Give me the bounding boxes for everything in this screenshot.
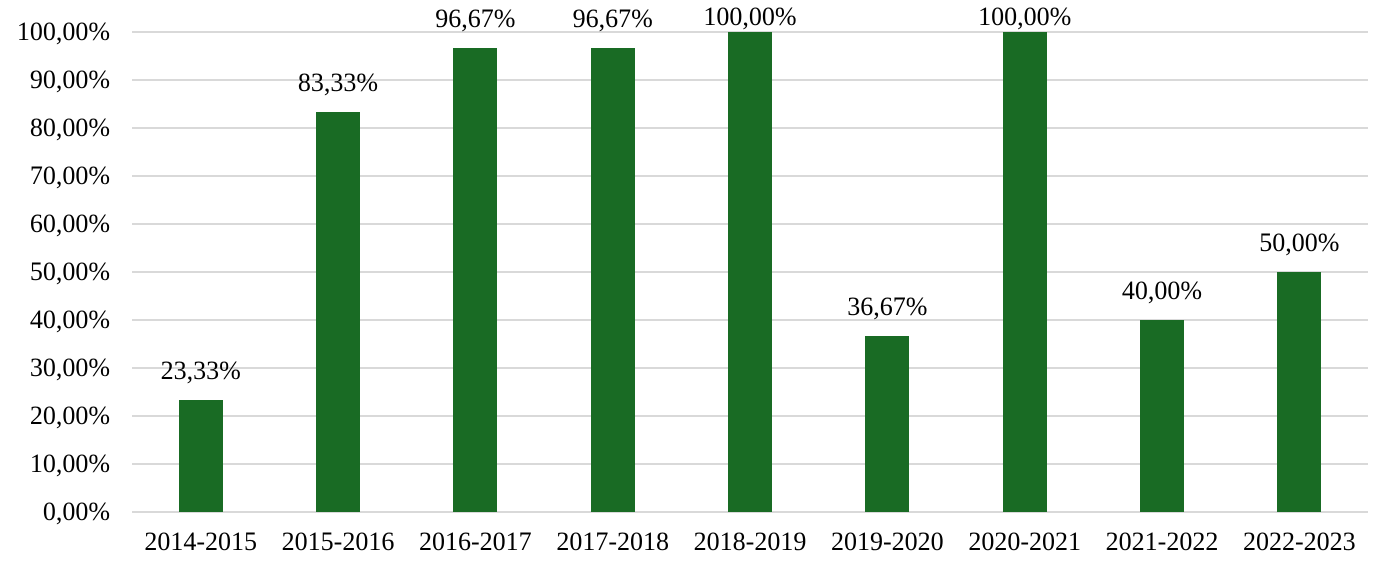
y-axis-tick-label: 60,00%	[29, 209, 110, 238]
y-axis-tick-label: 80,00%	[29, 113, 110, 142]
bar	[178, 400, 223, 512]
x-axis-category-label: 2015-2016	[281, 527, 395, 556]
y-axis-tick-label: 10,00%	[29, 449, 110, 478]
bar-value-label: 100,00%	[703, 2, 797, 31]
bar	[1002, 32, 1047, 512]
bar	[453, 47, 498, 512]
y-axis-tick-label: 70,00%	[29, 161, 110, 190]
y-axis-tick-label: 0,00%	[42, 497, 110, 526]
bar-value-label: 96,67%	[572, 3, 653, 33]
y-axis-tick-label: 50,00%	[29, 257, 110, 286]
bar-value-label: 83,33%	[297, 68, 379, 98]
bar	[1277, 272, 1322, 512]
y-axis-tick-label: 40,00%	[29, 305, 110, 334]
y-axis-tick-label: 20,00%	[29, 401, 110, 430]
bar-value-label: 50,00%	[1259, 228, 1340, 257]
bar	[590, 47, 635, 512]
x-axis-category-label: 2022-2023	[1242, 527, 1356, 556]
gridline	[132, 511, 1368, 513]
x-axis-category-label: 2017-2018	[556, 527, 669, 556]
bar	[1140, 320, 1184, 512]
x-axis-category-label: 2014-2015	[144, 527, 257, 556]
bar	[316, 112, 360, 512]
bar-value-label: 23,33%	[160, 356, 241, 386]
bar-value-label: 96,67%	[435, 3, 516, 33]
y-axis-tick-label: 100,00%	[16, 17, 110, 46]
bar-value-label: 40,00%	[1121, 276, 1203, 305]
bar-value-label: 100,00%	[978, 2, 1072, 31]
bar	[728, 32, 772, 512]
bar-value-label: 36,67%	[847, 291, 928, 321]
x-axis-category-label: 2019-2020	[830, 527, 944, 556]
x-axis-category-label: 2016-2017	[418, 527, 532, 556]
x-axis-category-label: 2018-2019	[693, 527, 807, 556]
y-axis-tick-label: 90,00%	[29, 65, 110, 94]
y-axis-tick-label: 30,00%	[29, 353, 110, 382]
x-axis-category-label: 2020-2021	[968, 527, 1081, 556]
x-axis-category-label: 2021-2022	[1105, 527, 1219, 556]
bar	[865, 335, 910, 512]
